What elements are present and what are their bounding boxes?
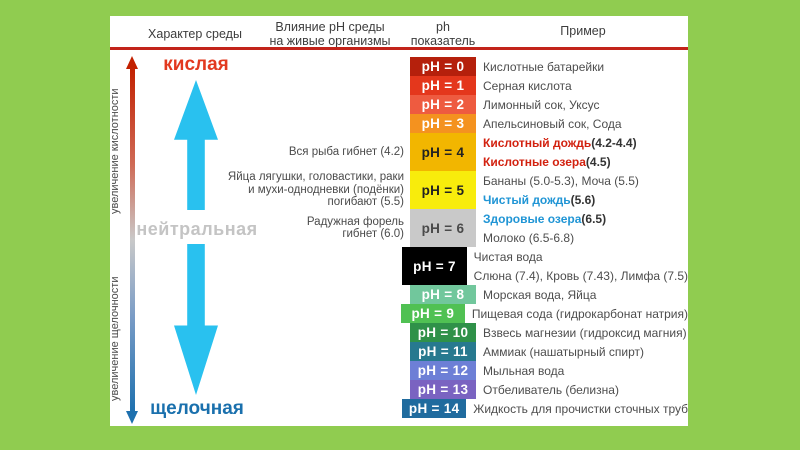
example-line: Чистая вода xyxy=(473,249,543,264)
ph-cell-9: pH = 9 xyxy=(400,304,465,323)
scale-row-ph-3: pH = 3 Апельсиновый сок, Сода xyxy=(110,114,688,133)
ph-cell-4: pH = 4 xyxy=(410,133,476,171)
examples-ph-11: Аммиак (нашатырный спирт) xyxy=(476,342,688,361)
scale-row-ph-4: Вся рыба гибнет (4.2) pH = 4 Кислотный дож… xyxy=(110,133,688,171)
scale-row-ph-5: Яйца лягушки, головастики, раки и мухи-о… xyxy=(110,171,688,209)
ph-cell-10: pH = 10 xyxy=(410,323,476,342)
acidity-axis-label: увеличение кислотности xyxy=(109,88,121,214)
neutral-label: нейтральная xyxy=(136,219,258,239)
effect-text-ph-9 xyxy=(110,304,401,323)
example-line: Кислотные озера (4.5) xyxy=(483,154,611,169)
ph-cell-0: pH = 0 xyxy=(410,57,476,76)
header-col-influence: Влияние pH среды на живые организмы xyxy=(269,20,391,48)
acidity-alkalinity-axis-arrow-icon xyxy=(125,56,139,424)
example-line: Жидкость для прочистки сточных труб xyxy=(473,401,688,416)
example-line: Серная кислота xyxy=(483,78,572,93)
examples-ph-0: Кислотные батарейки xyxy=(476,57,688,76)
ph-cell-7: pH = 7 xyxy=(402,247,467,285)
effect-text-ph-10 xyxy=(110,323,410,342)
header-divider xyxy=(110,47,688,50)
ph-cell-1: pH = 1 xyxy=(410,76,476,95)
ph-cell-2: pH = 2 xyxy=(410,95,476,114)
example-line: Бананы (5.0-5.3), Моча (5.5) xyxy=(483,173,639,188)
example-line: Мыльная вода xyxy=(483,363,565,378)
examples-ph-2: Лимонный сок, Уксус xyxy=(476,95,688,114)
scale-row-ph-1: pH = 1 Серная кислота xyxy=(110,76,688,95)
examples-ph-4: Кислотный дождь (4.2-4.4) Кислотные озера… xyxy=(476,133,688,171)
effect-text-ph-11 xyxy=(110,342,410,361)
example-line: Аммиак (нашатырный спирт) xyxy=(483,344,644,359)
ph-cell-5: pH = 5 xyxy=(410,171,476,209)
scale-row-ph-14: pH = 14 Жидкость для прочистки сточных тр… xyxy=(110,399,688,418)
example-line: Отбеливатель (белизна) xyxy=(483,382,619,397)
scale-row-ph-12: pH = 12 Мыльная вода xyxy=(110,361,688,380)
example-line: Взвесь магнезии (гидроксид магния) xyxy=(483,325,687,340)
ph-cell-3: pH = 3 xyxy=(410,114,476,133)
example-line: Здоровые озера (6.5) xyxy=(483,211,607,226)
header-col-environment: Характер среды xyxy=(148,27,242,41)
scale-row-ph-10: pH = 10 Взвесь магнезии (гидроксид магния… xyxy=(110,323,688,342)
example-line: Чистый дождь (5.6) xyxy=(483,192,596,207)
scale-rows: pH = 0 Кислотные батарейки pH = 1 Серная ки… xyxy=(110,57,688,418)
example-line: Лимонный сок, Уксус xyxy=(483,97,600,112)
scale-row-ph-13: pH = 13 Отбеливатель (белизна) xyxy=(110,380,688,399)
axis-arrowhead-up-icon xyxy=(126,56,138,69)
effect-text-ph-2 xyxy=(110,95,410,114)
examples-ph-10: Взвесь магнезии (гидроксид магния) xyxy=(476,323,688,342)
effect-text-ph-7 xyxy=(110,247,402,285)
example-line: Кислотный дождь (4.2-4.4) xyxy=(483,135,637,150)
effect-text-ph-5: Яйца лягушки, головастики, раки и мухи-о… xyxy=(227,171,404,209)
ph-cell-13: pH = 13 xyxy=(410,380,476,399)
ph-cell-8: pH = 8 xyxy=(410,285,476,304)
examples-ph-5: Бананы (5.0-5.3), Моча (5.5) Чистый дождь… xyxy=(476,171,688,209)
effect-text-ph-6: Радужная форель гибнет (6.0) xyxy=(306,215,404,241)
effect-text-ph-13 xyxy=(110,380,410,399)
scale-row-ph-8: pH = 8 Морская вода, Яйца xyxy=(110,285,688,304)
effect-text-ph-4: Вся рыба гибнет (4.2) xyxy=(288,145,404,158)
header-col-ph-indicator: ph показатель xyxy=(410,20,476,48)
example-line: Морская вода, Яйца xyxy=(483,287,597,302)
ph-cell-14: pH = 14 xyxy=(402,399,467,418)
examples-ph-6: Здоровые озера (6.5) Молоко (6.5-6.8) xyxy=(476,209,688,247)
effect-text-ph-8 xyxy=(110,285,410,304)
examples-ph-12: Мыльная вода xyxy=(476,361,688,380)
axis-arrowhead-down-icon xyxy=(126,411,138,424)
ph-cell-12: pH = 12 xyxy=(410,361,476,380)
scale-row-ph-2: pH = 2 Лимонный сок, Уксус xyxy=(110,95,688,114)
examples-ph-8: Морская вода, Яйца xyxy=(476,285,688,304)
examples-ph-1: Серная кислота xyxy=(476,76,688,95)
example-line: Молоко (6.5-6.8) xyxy=(483,230,575,245)
header-col-example: Пример xyxy=(560,24,606,38)
scale-row-ph-11: pH = 11 Аммиак (нашатырный спирт) xyxy=(110,342,688,361)
axis-gradient-shaft xyxy=(129,67,135,413)
ph-cell-6: pH = 6 xyxy=(410,209,476,247)
examples-ph-13: Отбеливатель (белизна) xyxy=(476,380,688,399)
alkaline-label: щелочная xyxy=(150,398,244,419)
example-line: Кислотные батарейки xyxy=(483,59,605,74)
example-line: Пищевая сода (гидрокарбонат натрия) xyxy=(471,306,688,321)
examples-ph-3: Апельсиновый сок, Сода xyxy=(476,114,688,133)
scale-row-ph-7: pH = 7 Чистая вода Слюна (7.4), Кровь (7.4… xyxy=(110,247,688,285)
examples-ph-14: Жидкость для прочистки сточных труб xyxy=(466,399,688,418)
alkalinity-axis-label: увеличение щелочности xyxy=(109,276,121,401)
ph-scale-card: Характер среды Влияние pH среды на живые… xyxy=(109,16,688,426)
ph-cell-11: pH = 11 xyxy=(410,342,476,361)
scale-row-ph-0: pH = 0 Кислотные батарейки xyxy=(110,57,688,76)
effect-text-ph-1 xyxy=(110,76,410,95)
examples-ph-9: Пищевая сода (гидрокарбонат натрия) xyxy=(465,304,688,323)
effect-text-ph-12 xyxy=(110,361,410,380)
scale-row-ph-9: pH = 9 Пищевая сода (гидрокарбонат натрия… xyxy=(110,304,688,323)
example-line: Слюна (7.4), Кровь (7.43), Лимфа (7.5) xyxy=(473,268,688,283)
acidic-label: кислая xyxy=(163,54,229,75)
scale-row-ph-6: Радужная форель гибнет (6.0) pH = 6 Здоров… xyxy=(110,209,688,247)
examples-ph-7: Чистая вода Слюна (7.4), Кровь (7.43), Ли… xyxy=(467,247,688,285)
example-line: Апельсиновый сок, Сода xyxy=(483,116,622,131)
effect-text-ph-3 xyxy=(110,114,410,133)
